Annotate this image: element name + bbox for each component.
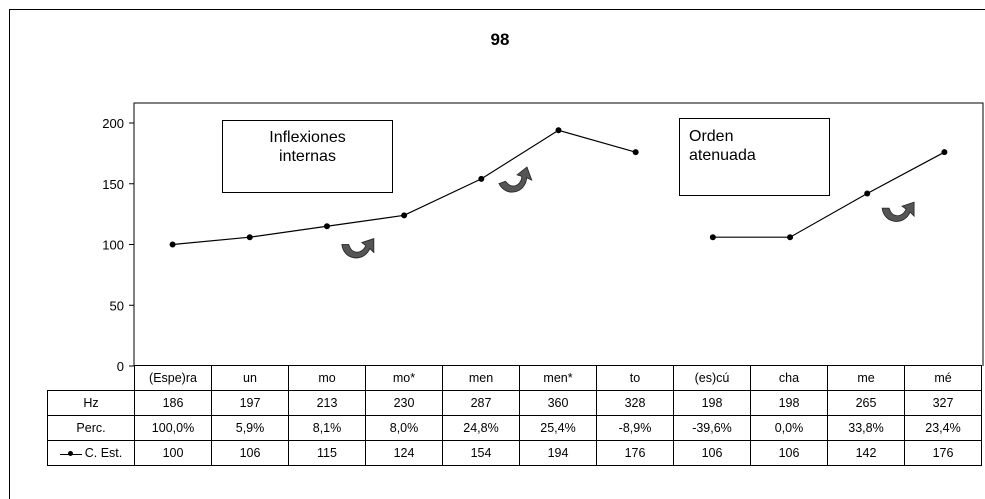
y-tick-label: 100 [102,238,124,253]
table-cell: 142 [827,440,905,466]
curved-arrow-shape [498,166,533,193]
y-tick-label: 200 [102,116,124,131]
table-cell: 115 [288,440,366,466]
curved-arrow-icon [881,201,915,222]
category-label: un [211,365,289,391]
curved-arrow-icon [498,166,533,193]
annotation-orden-atenuada: Orden atenuada [679,118,830,196]
category-label: cha [750,365,828,391]
category-label: men [442,365,520,391]
y-tick-label: 150 [102,177,124,192]
category-label: mo [288,365,366,391]
data-point [478,175,485,182]
table-cell: 186 [134,390,212,416]
table-corner [48,366,135,391]
table-cell: 106 [673,440,751,466]
data-point [787,234,794,241]
table-cell: 100,0% [134,415,212,441]
table-cell: 360 [519,390,597,416]
data-table: (Espe)ra un mo mo* men men* to (es)cú cha me mé Hz 1… [47,365,982,466]
row-header-label: C. Est. [84,446,123,460]
table-cell: 154 [442,440,520,466]
table-cell: 265 [827,390,905,416]
table-cell: 106 [750,440,828,466]
table-cell: 25,4% [519,415,597,441]
row-header-label: Perc. [76,421,106,435]
table-row: Perc. 100,0% 5,9% 8,1% 8,0% 24,8% 25,4% -8,9% -3… [47,415,982,441]
table-cell: 100 [134,440,212,466]
category-label: mé [904,365,982,391]
table-cell: 33,8% [827,415,905,441]
table-row: C. Est. 100 106 115 124 154 194 176 106 106 142 176 [47,440,982,466]
table-cell: 176 [904,440,982,466]
data-point [169,241,176,248]
row-header: Perc. [47,415,135,441]
data-point [941,149,948,156]
table-cell: 8,0% [365,415,443,441]
table-cell: 106 [211,440,289,466]
table-cell: 213 [288,390,366,416]
table-cell: 328 [596,390,674,416]
legend-line-marker-icon [59,450,82,458]
table-cell: 24,8% [442,415,520,441]
annotation-inflexiones-internas: Inflexiones internas [222,120,393,193]
data-point [323,223,330,230]
data-point [246,234,253,241]
table-cell: 197 [211,390,289,416]
category-label: (es)cú [673,365,751,391]
plot-border [133,102,984,366]
table-cell: 8,1% [288,415,366,441]
annotation-line: atenuada [689,147,756,164]
data-point [864,190,871,197]
table-cell: 230 [365,390,443,416]
y-tick-label: 50 [110,298,124,313]
table-cell: 124 [365,440,443,466]
table-cell: 327 [904,390,982,416]
data-point [632,149,639,156]
table-cell: 23,4% [904,415,982,441]
table-cell: 194 [519,440,597,466]
annotation-line: Inflexiones [269,129,346,146]
row-header: Hz [47,390,135,416]
curved-arrow-icon [341,238,375,259]
table-cell: 287 [442,390,520,416]
category-row: (Espe)ra un mo mo* men men* to (es)cú cha me mé [48,365,982,391]
table-cell: 198 [750,390,828,416]
table-cell: 176 [596,440,674,466]
category-label: (Espe)ra [134,365,212,391]
chart-frame [9,9,985,499]
y-tick-label: 0 [117,359,124,374]
data-point [709,234,716,241]
annotation-line: Orden [689,128,734,145]
data-point [555,127,562,134]
row-header: C. Est. [47,440,135,466]
data-point [401,212,408,219]
curved-arrow-shape [881,201,915,222]
category-label: to [596,365,674,391]
category-label: me [827,365,905,391]
table-cell: 0,0% [750,415,828,441]
chart-title: 98 [490,30,510,49]
table-cell: 198 [673,390,751,416]
row-header-label: Hz [83,396,99,410]
plot-area: 0 50 100 150 200 [102,102,984,374]
table-row: Hz 186 197 213 230 287 360 328 198 198 265 327 [47,390,982,416]
curved-arrow-shape [341,238,375,259]
table-cell: -39,6% [673,415,751,441]
table-cell: 5,9% [211,415,289,441]
category-label: men* [519,365,597,391]
series-line-segment [712,151,945,238]
category-label: mo* [365,365,443,391]
annotation-line: internas [279,148,336,165]
table-cell: -8,9% [596,415,674,441]
